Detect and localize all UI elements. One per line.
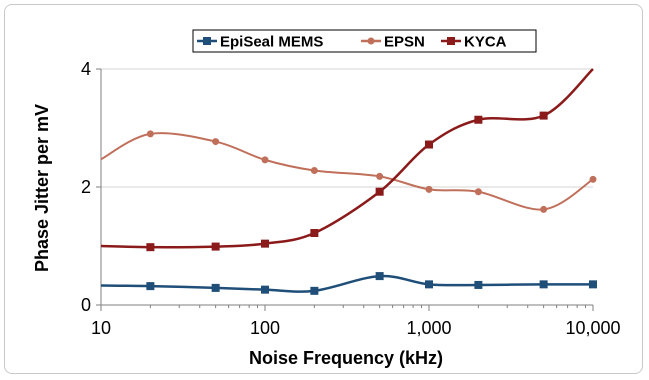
data-point-episeal-mems (375, 272, 384, 281)
x-axis-title: Noise Frequency (kHz) (249, 348, 443, 368)
data-point-epsn (310, 166, 318, 174)
data-point-kyca (211, 242, 220, 251)
series-line-episeal-mems (100, 274, 594, 293)
data-point-episeal-mems (539, 280, 548, 289)
y-tick-label: 4 (81, 59, 91, 79)
data-point-epsn (376, 172, 384, 180)
legend-marker-episeal-mems (203, 37, 211, 45)
data-point-episeal-mems (589, 280, 597, 289)
data-point-kyca (310, 229, 319, 238)
y-tick-label: 0 (81, 295, 91, 315)
data-point-epsn (474, 188, 482, 196)
data-point-episeal-mems (211, 283, 220, 292)
data-point-epsn (425, 185, 433, 193)
data-point-episeal-mems (261, 285, 269, 294)
legend-label-epsn: EPSN (384, 34, 425, 51)
chart-frame (4, 4, 643, 374)
x-tick-label: 100 (250, 318, 280, 338)
y-tick-label: 2 (81, 177, 91, 197)
data-point-epsn (589, 175, 597, 183)
data-point-kyca (539, 111, 548, 120)
data-point-kyca (261, 239, 269, 248)
legend-label-episeal-mems: EpiSeal MEMS (220, 34, 323, 51)
data-point-episeal-mems (425, 280, 433, 289)
x-tick-label: 10,000 (565, 318, 620, 338)
data-point-epsn (540, 205, 548, 213)
series-line-epsn (100, 132, 594, 211)
legend-marker-kyca (447, 37, 455, 45)
data-point-epsn (212, 138, 220, 146)
x-tick-label: 10 (91, 318, 111, 338)
legend-label-kyca: KYCA (464, 34, 507, 51)
data-point-epsn (261, 156, 269, 164)
y-axis-title: Phase Jitter per mV (32, 104, 52, 272)
data-point-kyca (375, 187, 384, 196)
legend-marker-epsn (367, 37, 375, 45)
data-point-episeal-mems (474, 280, 483, 289)
data-point-epsn (146, 130, 154, 138)
data-point-episeal-mems (310, 286, 319, 295)
series-line-kyca (100, 68, 594, 249)
x-tick-label: 1,000 (406, 318, 451, 338)
data-point-episeal-mems (146, 282, 155, 291)
data-point-kyca (474, 115, 483, 124)
data-point-kyca (425, 140, 433, 149)
data-point-kyca (146, 243, 155, 252)
